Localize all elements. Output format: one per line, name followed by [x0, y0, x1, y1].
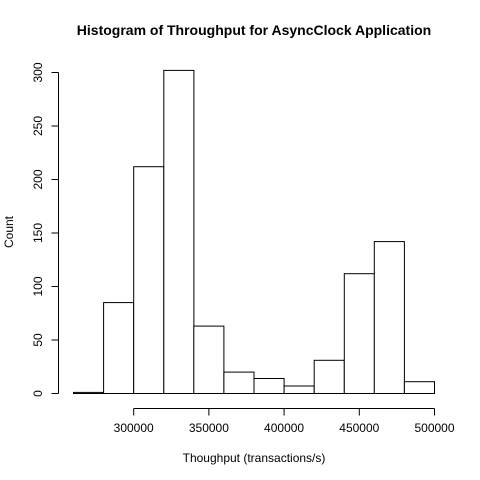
- histogram-bar-10: [373, 241, 405, 394]
- histogram-bar-4: [193, 325, 225, 395]
- histogram-bar-9: [343, 273, 375, 395]
- histogram-bar-3: [163, 69, 195, 395]
- y-tick-label-0: 0: [31, 390, 45, 397]
- y-tick-label-2: 100: [31, 276, 45, 296]
- chart-title: Histogram of Throughput for AsyncClock A…: [77, 22, 431, 38]
- histogram-bar-1: [103, 302, 135, 395]
- x-tick-label-3: 450000: [339, 421, 379, 435]
- y-tick-label-5: 250: [31, 116, 45, 136]
- x-tick-label-4: 500000: [414, 421, 454, 435]
- histogram-bar-0: [73, 391, 105, 394]
- bars-group: [73, 69, 435, 395]
- histogram-bar-2: [133, 166, 165, 394]
- histogram-bar-6: [253, 378, 285, 394]
- x-tick-label-0: 300000: [114, 421, 154, 435]
- y-tick-label-1: 50: [31, 333, 45, 347]
- y-axis-label: Count: [2, 215, 16, 248]
- x-tick-label-2: 400000: [264, 421, 304, 435]
- y-tick-label-4: 200: [31, 169, 45, 189]
- histogram-bar-11: [403, 381, 435, 395]
- histogram-bar-8: [313, 359, 345, 394]
- y-axis: 0 50 100 150 200 250 300: [31, 62, 59, 397]
- y-tick-label-3: 150: [31, 223, 45, 243]
- histogram-bar-7: [283, 385, 315, 394]
- x-axis: 300000 350000 400000 450000 500000: [114, 408, 455, 435]
- x-axis-label: Thoughput (transactions/s): [183, 451, 326, 465]
- histogram-bar-5: [223, 371, 255, 395]
- y-tick-label-6: 300: [31, 62, 45, 82]
- x-tick-label-1: 350000: [189, 421, 229, 435]
